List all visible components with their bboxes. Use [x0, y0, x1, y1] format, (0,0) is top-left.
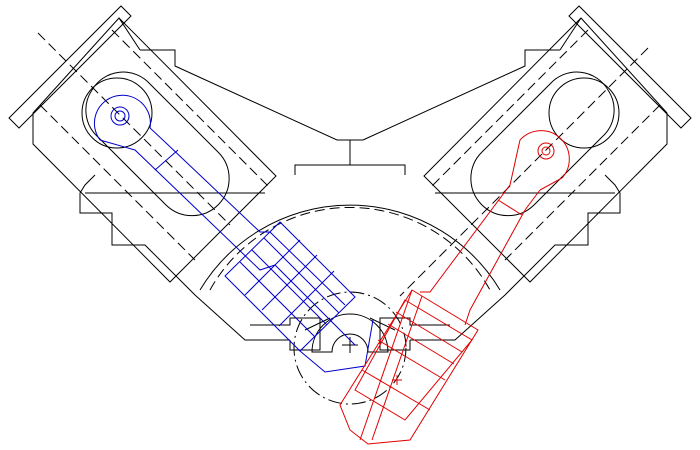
right-liner-line-b: [504, 104, 661, 261]
left-head-cap: [8, 5, 132, 129]
right-cap-line-a: [395, 311, 463, 353]
right-frame-link: [559, 17, 582, 51]
right-big-end-center: [392, 375, 402, 385]
left-liner-line-b: [39, 104, 196, 261]
right-connecting-rod: [339, 130, 570, 445]
left-big-end-line-b: [251, 249, 328, 326]
crankcase-inner-arc: [209, 207, 491, 291]
right-bearing-cap: [354, 299, 473, 421]
left-connecting-rod: [93, 94, 374, 373]
left-rod-shaft-upper: [99, 139, 356, 346]
right-piston-circle: [548, 77, 620, 149]
left-frame-arm: [140, 49, 363, 141]
left-cap-line-a: [244, 239, 301, 296]
left-wrist-pin-inner: [114, 110, 126, 122]
right-rod-diagonal-b: [371, 295, 423, 441]
left-big-end-line-c: [263, 237, 340, 314]
right-cap-line-b: [387, 323, 455, 365]
engine-block: [8, 5, 692, 405]
left-frame-link: [118, 17, 141, 51]
right-rod-shaft-right: [464, 189, 541, 326]
left-big-end: [224, 221, 356, 352]
right-bearing-housing: [379, 317, 450, 351]
right-stepped-base: [410, 174, 621, 341]
left-wrist-pin-outer: [110, 106, 130, 126]
crank-circle: [293, 291, 407, 405]
right-liner-line-a: [429, 29, 589, 189]
left-rod-shaft-lower: [164, 141, 346, 306]
left-bore-slot: [85, 71, 230, 217]
right-wrist-pin-inner: [541, 146, 551, 156]
right-cap-line-d: [361, 369, 431, 411]
right-rod-tick: [497, 199, 523, 216]
left-big-end-line-a: [239, 261, 316, 338]
left-centerline-a: [37, 32, 231, 226]
right-frame-arm: [362, 49, 560, 141]
left-rod-tick: [154, 149, 179, 171]
left-cap-line-b: [261, 254, 318, 311]
center-plate: [294, 164, 406, 175]
left-bearing-housing: [250, 317, 321, 351]
right-big-end: [339, 289, 479, 445]
right-cap-line-c: [377, 339, 446, 381]
left-piston-circle: [81, 77, 153, 149]
right-rod-diagonal-a: [359, 289, 413, 441]
crank-inner-line: [304, 317, 396, 331]
right-bore-slot: [470, 71, 615, 217]
right-small-end: [519, 130, 570, 191]
left-cap-line-c: [278, 270, 335, 327]
right-wrist-pin-outer: [537, 142, 555, 160]
right-rod-shaft-left: [420, 139, 521, 293]
crankcase-arc: [199, 204, 501, 291]
left-liner-line-a: [111, 29, 271, 189]
left-stepped-base: [79, 174, 290, 341]
right-head-cap: [568, 5, 692, 129]
left-small-end: [93, 94, 166, 143]
left-crank-link: [299, 319, 374, 373]
right-centerline-a: [399, 47, 649, 297]
